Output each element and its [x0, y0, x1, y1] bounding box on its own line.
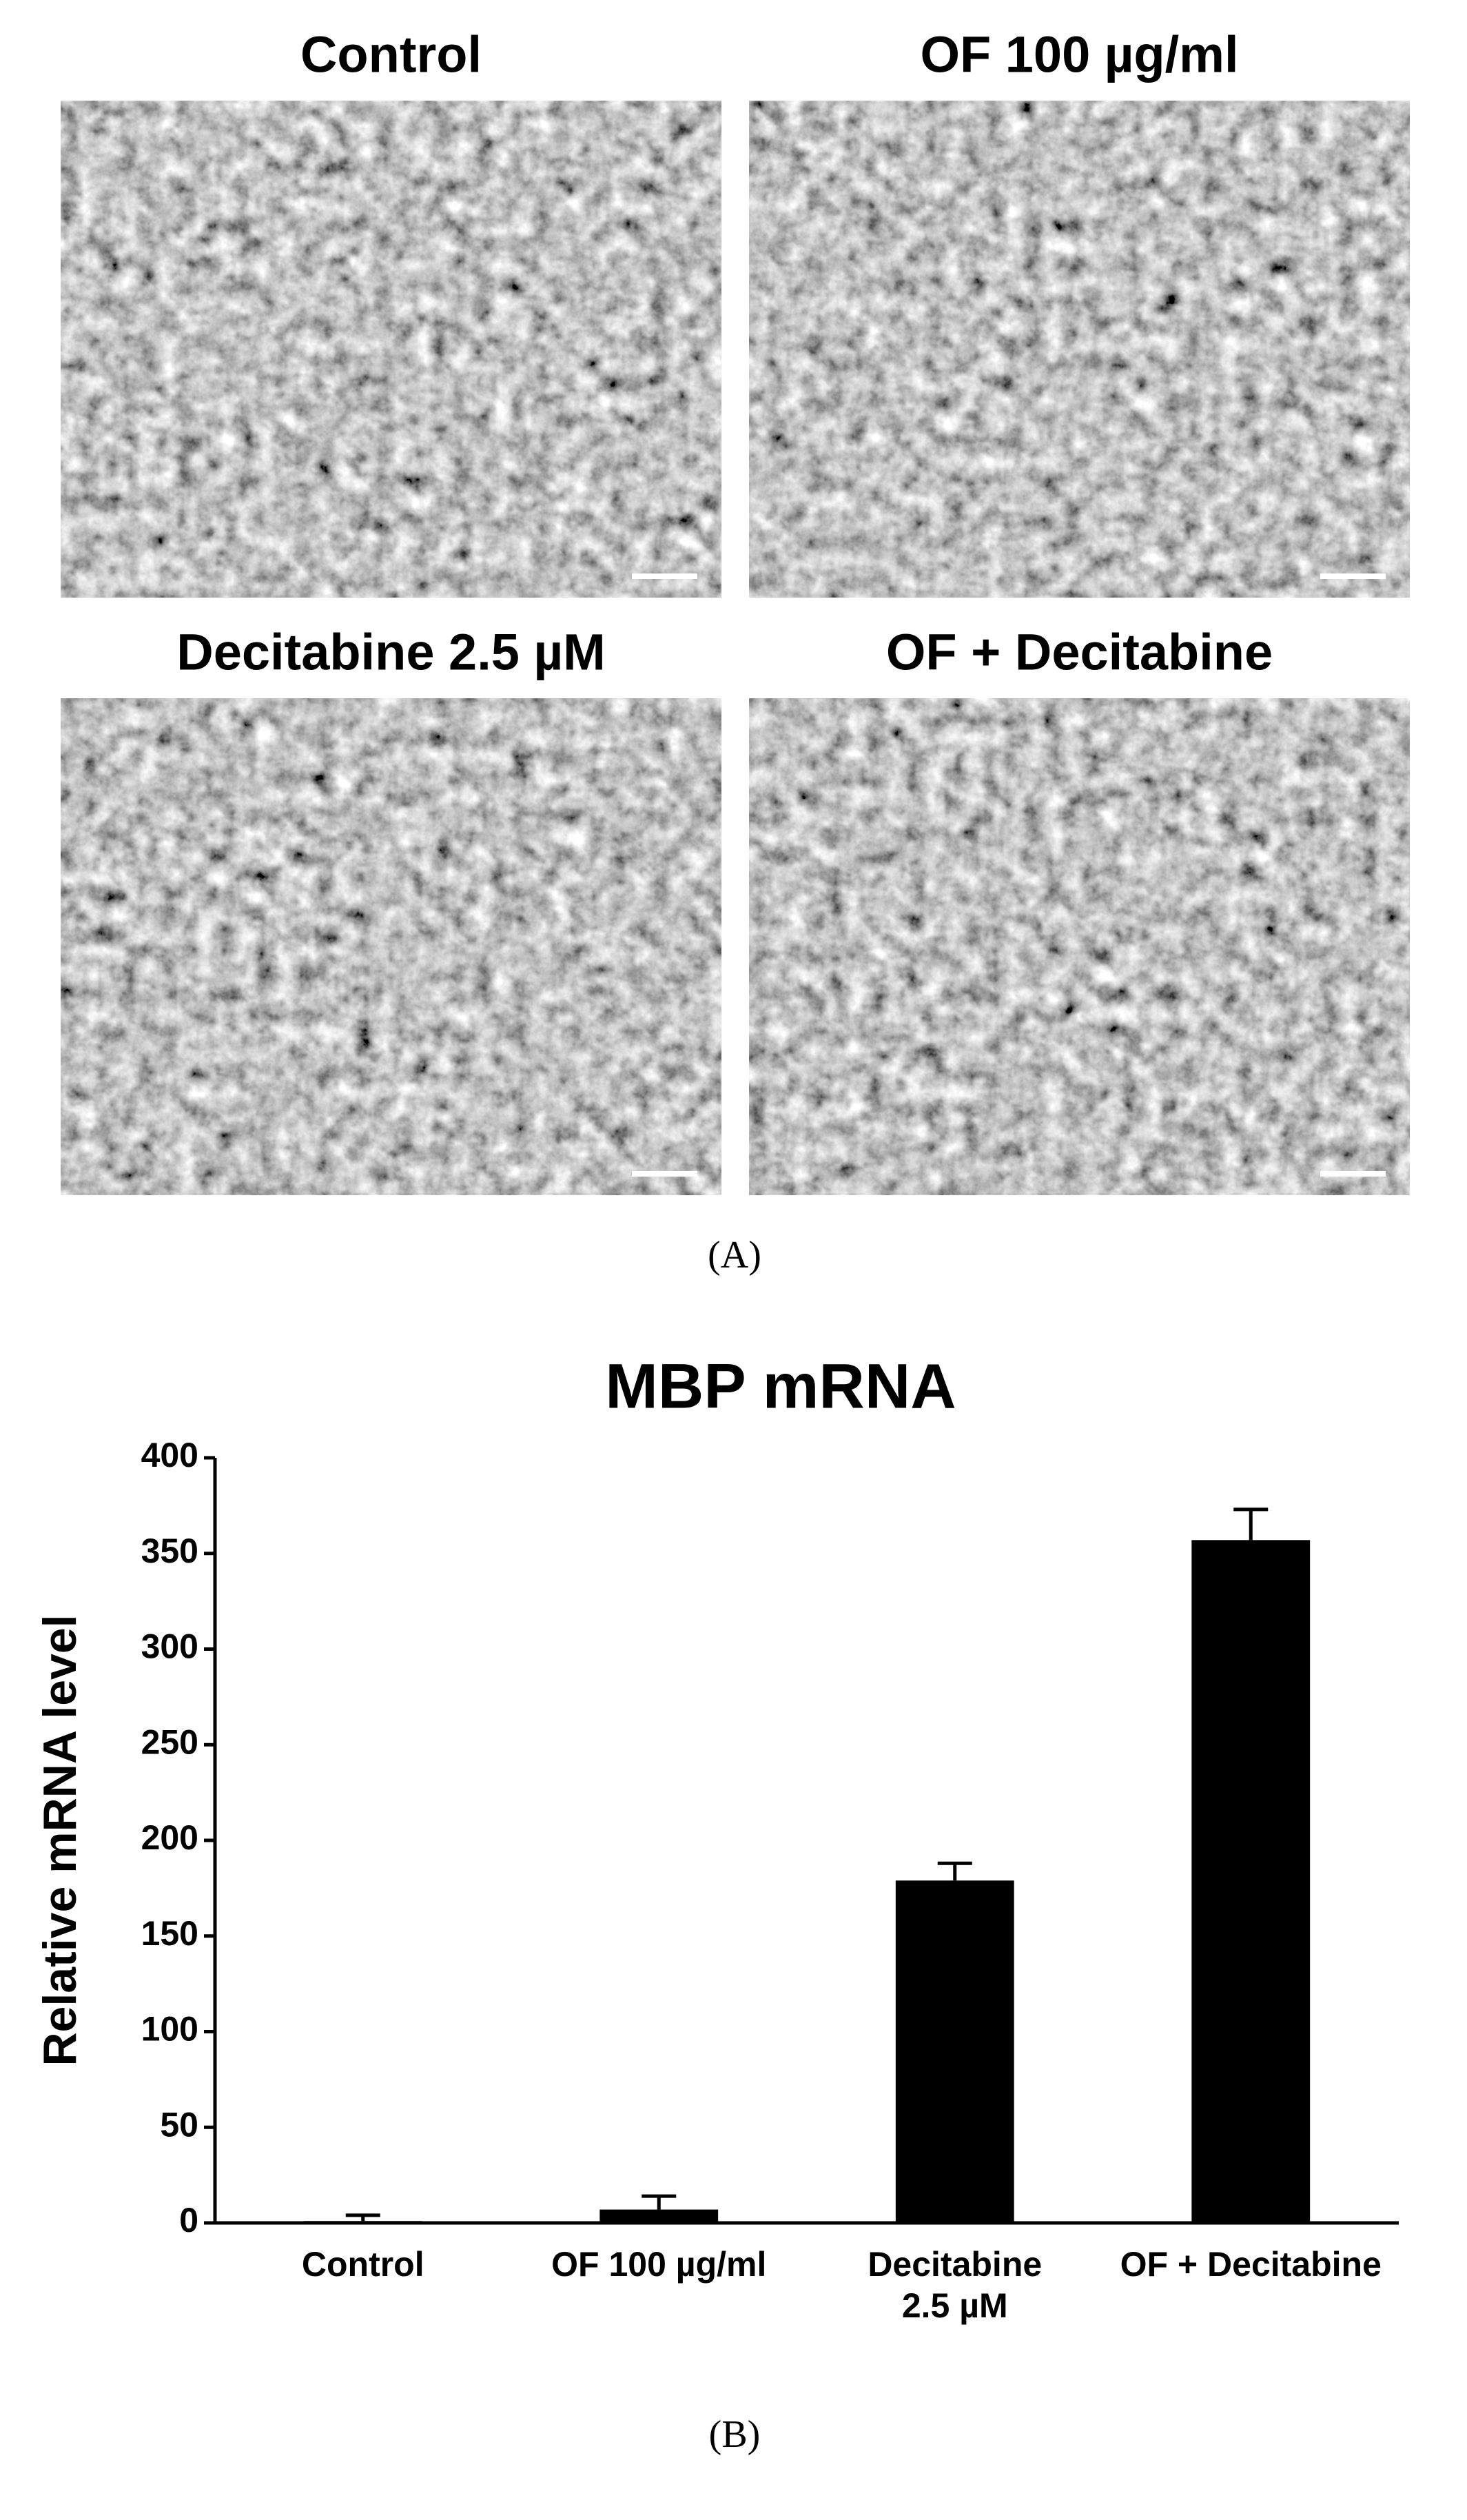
scale-bar: [632, 573, 697, 579]
scale-bar: [632, 1171, 697, 1177]
image-title: OF + Decitabine: [886, 624, 1273, 681]
bar: [303, 2221, 422, 2223]
micrograph: [749, 101, 1410, 598]
image-title: Control: [300, 26, 482, 83]
scale-bar: [1320, 1171, 1386, 1177]
x-tick-label: OF + Decitabine: [1120, 2245, 1382, 2284]
error-bar: [937, 1861, 972, 1881]
bar: [895, 1880, 1014, 2223]
error-bar: [642, 2194, 677, 2210]
x-tick-label: OF 100 µg/ml: [551, 2245, 767, 2284]
micrograph: [61, 101, 721, 598]
image-title: OF 100 µg/ml: [920, 26, 1238, 83]
error-bar: [345, 2213, 380, 2222]
chart-title: MBP mRNA: [605, 1351, 956, 1421]
y-tick-label: 150: [141, 1914, 198, 1953]
y-tick-label: 300: [141, 1627, 198, 1666]
panel-label: (B): [709, 2413, 761, 2456]
image-title: Decitabine 2.5 µM: [176, 624, 606, 681]
y-axis-label: Relative mRNA level: [34, 1614, 86, 2066]
micrograph: [61, 698, 721, 1195]
y-tick-label: 50: [160, 2105, 198, 2144]
x-tick-label: Decitabine 2.5 µM: [868, 2245, 1043, 2325]
bar: [599, 2209, 719, 2223]
y-tick-label: 250: [141, 1723, 198, 1761]
error-bar: [1233, 1507, 1269, 1541]
panel-label: (A): [708, 1234, 761, 1277]
scale-bar: [1320, 573, 1386, 579]
x-tick-label: Control: [301, 2245, 424, 2284]
y-tick-label: 350: [141, 1532, 198, 1570]
micrograph: [749, 698, 1410, 1195]
bar: [1191, 1540, 1311, 2223]
y-tick-label: 200: [141, 1818, 198, 1857]
y-tick-label: 100: [141, 2010, 198, 2049]
y-tick-label: 400: [141, 1436, 198, 1474]
y-tick-label: 0: [179, 2201, 198, 2239]
